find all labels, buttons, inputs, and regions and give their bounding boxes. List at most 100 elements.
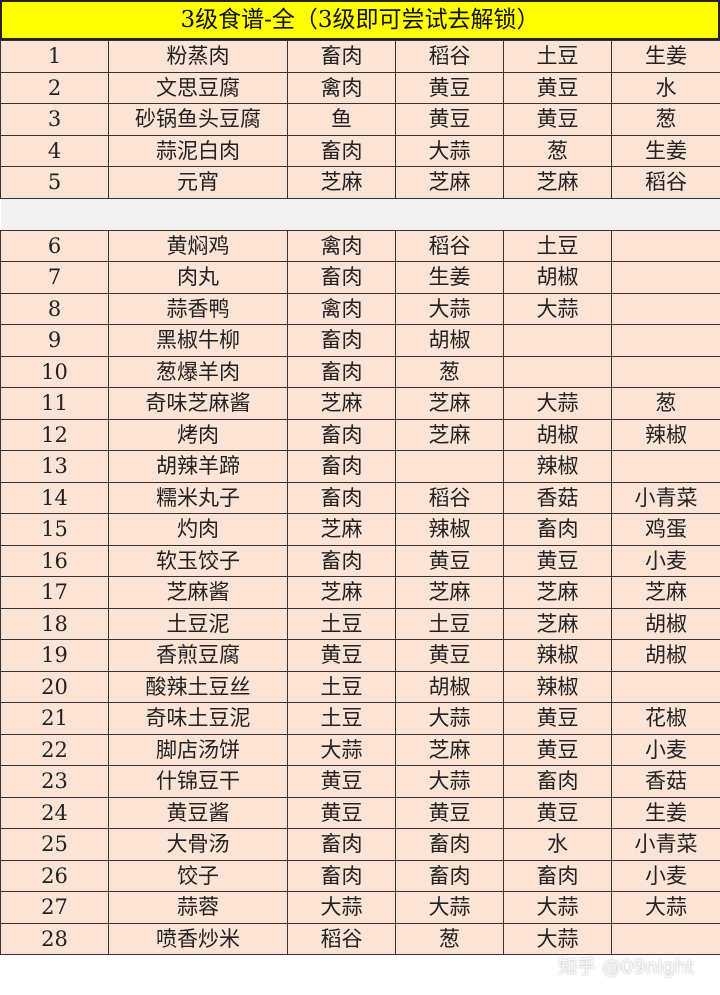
ingredient-1: 畜肉 — [287, 355, 396, 388]
ingredient-1: 芝麻 — [287, 387, 396, 420]
ingredient-4: 小麦 — [611, 733, 720, 766]
ingredient-2: 大蒜 — [395, 292, 504, 325]
ingredient-1: 土豆 — [287, 607, 396, 640]
ingredient-4: 香菇 — [611, 765, 720, 798]
table-row: 9 黑椒牛柳 畜肉 胡椒 — [0, 324, 720, 357]
recipe-name: 烤肉 — [108, 418, 288, 451]
table-row: 21 奇味土豆泥 土豆 大蒜 黄豆 花椒 — [0, 702, 720, 735]
ingredient-3: 黄豆 — [503, 544, 612, 577]
table-row: 4 蒜泥白肉 畜肉 大蒜葱生姜 — [0, 134, 720, 167]
ingredient-3: 芝麻 — [503, 166, 612, 199]
table-row: 20 酸辣土豆丝 土豆 胡椒 辣椒 — [0, 670, 720, 703]
ingredient-2: 稻谷 — [395, 481, 504, 514]
ingredient-2: 土豆 — [395, 607, 504, 640]
recipe-number: 20 — [0, 670, 109, 703]
ingredient-4: 小青菜 — [611, 828, 720, 861]
recipe-name: 葱爆羊肉 — [108, 355, 288, 388]
ingredient-4: 稻谷 — [611, 166, 720, 199]
ingredient-2: 辣椒 — [395, 513, 504, 546]
recipe-number: 17 — [0, 576, 109, 609]
table-row: 18 土豆泥 土豆 土豆 芝麻 胡椒 — [0, 607, 720, 640]
recipe-number: 25 — [0, 828, 109, 861]
recipe-number: 12 — [0, 418, 109, 451]
recipe-name: 黄焖鸡 — [108, 229, 288, 262]
ingredient-1: 畜肉 — [287, 481, 396, 514]
table-row: 6 黄焖鸡 禽肉 稻谷 土豆 — [0, 229, 720, 262]
recipe-name: 土豆泥 — [108, 607, 288, 640]
ingredient-3: 黄豆 — [503, 702, 612, 735]
ingredient-2: 胡椒 — [395, 324, 504, 357]
ingredient-2: 生姜 — [395, 261, 504, 294]
ingredient-4: 花椒 — [611, 702, 720, 735]
ingredient-4 — [611, 355, 720, 388]
ingredient-2: 黄豆 — [395, 71, 504, 104]
recipe-name: 喷香炒米 — [108, 922, 288, 955]
recipe-number: 4 — [0, 134, 109, 167]
ingredient-2: 大蒜 — [395, 134, 504, 167]
recipe-number: 24 — [0, 796, 109, 829]
recipe-name: 灼肉 — [108, 513, 288, 546]
ingredient-3: 大蒜 — [503, 922, 612, 955]
table-title: 3级食谱-全（3级即可尝试去解锁） — [0, 0, 720, 40]
recipe-name: 饺子 — [108, 859, 288, 892]
ingredient-1: 芝麻 — [287, 166, 396, 199]
ingredient-3: 土豆 — [503, 40, 612, 73]
ingredient-3: 大蒜 — [503, 891, 612, 924]
table-row: 23 什锦豆干 黄豆 大蒜 畜肉 香菇 — [0, 765, 720, 798]
ingredient-1: 鱼 — [287, 103, 396, 136]
ingredient-3: 辣椒 — [503, 639, 612, 672]
ingredient-3: 畜肉 — [503, 765, 612, 798]
ingredient-4: 小青菜 — [611, 481, 720, 514]
ingredient-2: 芝麻 — [395, 387, 504, 420]
ingredient-2: 芝麻 — [395, 166, 504, 199]
ingredient-4: 生姜 — [611, 134, 720, 167]
ingredient-1: 黄豆 — [287, 796, 396, 829]
table-row: 11 奇味芝麻酱 芝麻 芝麻 大蒜葱 — [0, 387, 720, 420]
ingredient-1: 禽肉 — [287, 292, 396, 325]
table-row: 28 喷香炒米 稻谷葱大蒜 — [0, 922, 720, 955]
ingredient-4: 胡椒 — [611, 639, 720, 672]
ingredient-1: 黄豆 — [287, 639, 396, 672]
table-row: 12 烤肉 畜肉 芝麻 胡椒 辣椒 — [0, 418, 720, 451]
ingredient-1: 畜肉 — [287, 134, 396, 167]
ingredient-1: 黄豆 — [287, 765, 396, 798]
watermark: 知乎 @09night — [558, 956, 695, 978]
ingredient-3: 大蒜 — [503, 387, 612, 420]
ingredient-3: 畜肉 — [503, 859, 612, 892]
ingredient-2: 稻谷 — [395, 40, 504, 73]
separator-cell — [0, 197, 720, 231]
ingredient-1: 禽肉 — [287, 229, 396, 262]
ingredient-4 — [611, 922, 720, 955]
ingredient-2: 大蒜 — [395, 891, 504, 924]
recipe-number: 28 — [0, 922, 109, 955]
ingredient-4: 小麦 — [611, 859, 720, 892]
recipe-number: 5 — [0, 166, 109, 199]
ingredient-4: 水 — [611, 71, 720, 104]
table-row: 17 芝麻酱 芝麻 芝麻 芝麻 芝麻 — [0, 576, 720, 609]
recipe-number: 15 — [0, 513, 109, 546]
recipe-number: 9 — [0, 324, 109, 357]
recipe-name: 胡辣羊蹄 — [108, 450, 288, 483]
recipe-number: 19 — [0, 639, 109, 672]
recipe-number: 13 — [0, 450, 109, 483]
ingredient-2: 稻谷 — [395, 229, 504, 262]
ingredient-3: 黄豆 — [503, 733, 612, 766]
ingredient-3: 大蒜 — [503, 292, 612, 325]
ingredient-4 — [611, 670, 720, 703]
recipe-name: 大骨汤 — [108, 828, 288, 861]
ingredient-2: 芝麻 — [395, 733, 504, 766]
recipe-number: 7 — [0, 261, 109, 294]
recipe-name: 黑椒牛柳 — [108, 324, 288, 357]
table-row: 14 糯米丸子 畜肉 稻谷 香菇 小青菜 — [0, 481, 720, 514]
table-row: 1 粉蒸肉 畜肉 稻谷 土豆 生姜 — [0, 40, 720, 73]
ingredient-1: 稻谷 — [287, 922, 396, 955]
table-row: 13 胡辣羊蹄 畜肉 辣椒 — [0, 450, 720, 483]
ingredient-4: 葱 — [611, 103, 720, 136]
ingredient-2: 芝麻 — [395, 576, 504, 609]
ingredient-1: 畜肉 — [287, 859, 396, 892]
table-row: 8 蒜香鸭 禽肉 大蒜 大蒜 — [0, 292, 720, 325]
ingredient-3: 畜肉 — [503, 513, 612, 546]
ingredient-1: 土豆 — [287, 670, 396, 703]
ingredient-2: 大蒜 — [395, 702, 504, 735]
table-row: 19 香煎豆腐 黄豆 黄豆 辣椒 胡椒 — [0, 639, 720, 672]
